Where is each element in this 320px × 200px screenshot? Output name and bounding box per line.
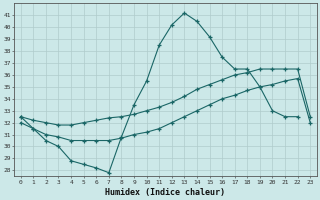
X-axis label: Humidex (Indice chaleur): Humidex (Indice chaleur) [106,188,226,197]
